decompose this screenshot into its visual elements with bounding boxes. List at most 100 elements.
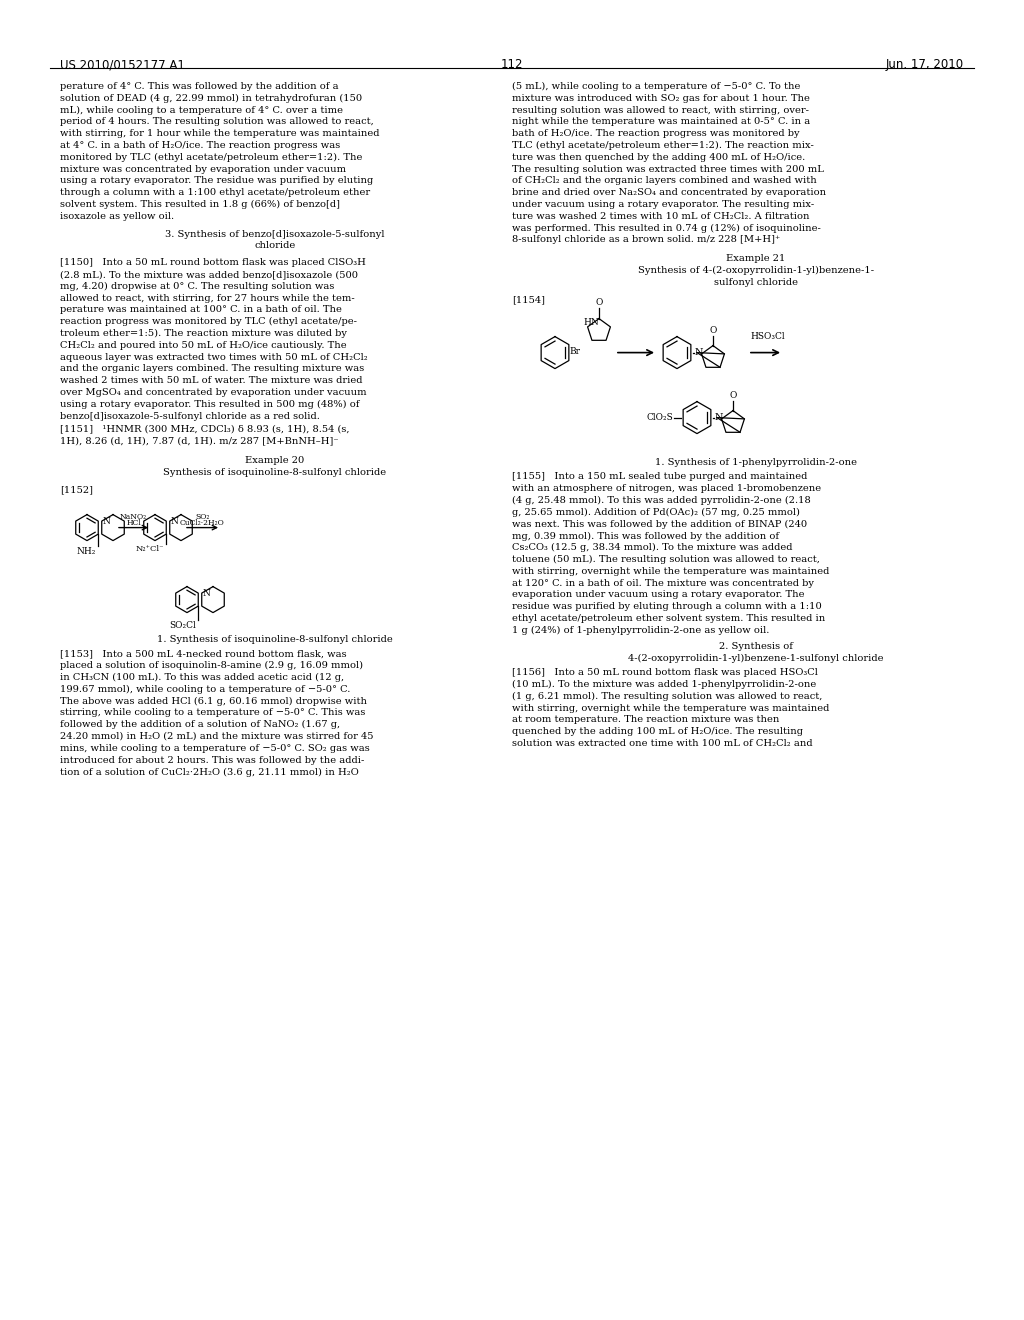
Text: washed 2 times with 50 mL of water. The mixture was dried: washed 2 times with 50 mL of water. The … [60,376,362,385]
Text: 1. Synthesis of isoquinoline-8-sulfonyl chloride: 1. Synthesis of isoquinoline-8-sulfonyl … [157,635,393,644]
Text: NH₂: NH₂ [77,546,96,556]
Text: over MgSO₄ and concentrated by evaporation under vacuum: over MgSO₄ and concentrated by evaporati… [60,388,367,397]
Text: under vacuum using a rotary evaporator. The resulting mix-: under vacuum using a rotary evaporator. … [512,201,814,209]
Text: 8-sulfonyl chloride as a brown solid. m/z 228 [M+H]⁺: 8-sulfonyl chloride as a brown solid. m/… [512,235,780,244]
Text: NaNO₂: NaNO₂ [120,512,147,520]
Text: 3. Synthesis of benzo[d]isoxazole-5-sulfonyl: 3. Synthesis of benzo[d]isoxazole-5-sulf… [165,230,385,239]
Text: [1154]: [1154] [512,296,545,305]
Text: HCl: HCl [126,519,141,527]
Text: ture was then quenched by the adding 400 mL of H₂O/ice.: ture was then quenched by the adding 400… [512,153,805,162]
Text: mixture was introduced with SO₂ gas for about 1 hour. The: mixture was introduced with SO₂ gas for … [512,94,810,103]
Text: toluene (50 mL). The resulting solution was allowed to react,: toluene (50 mL). The resulting solution … [512,554,820,564]
Text: N: N [715,413,724,422]
Text: with stirring, overnight while the temperature was maintained: with stirring, overnight while the tempe… [512,566,829,576]
Text: troleum ether=1:5). The reaction mixture was diluted by: troleum ether=1:5). The reaction mixture… [60,329,347,338]
Text: chloride: chloride [254,242,296,251]
Text: quenched by the adding 100 mL of H₂O/ice. The resulting: quenched by the adding 100 mL of H₂O/ice… [512,727,803,737]
Text: night while the temperature was maintained at 0-5° C. in a: night while the temperature was maintain… [512,117,810,127]
Text: using a rotary evaporator. This resulted in 500 mg (48%) of: using a rotary evaporator. This resulted… [60,400,359,409]
Text: (5 mL), while cooling to a temperature of −5-0° C. To the: (5 mL), while cooling to a temperature o… [512,82,801,91]
Text: benzo[d]isoxazole-5-sulfonyl chloride as a red solid.: benzo[d]isoxazole-5-sulfonyl chloride as… [60,412,319,421]
Text: perature was maintained at 100° C. in a bath of oil. The: perature was maintained at 100° C. in a … [60,305,342,314]
Text: with stirring, for 1 hour while the temperature was maintained: with stirring, for 1 hour while the temp… [60,129,380,139]
Text: O: O [595,297,603,306]
Text: SO₂Cl: SO₂Cl [170,622,197,630]
Text: CH₂Cl₂ and poured into 50 mL of H₂O/ice cautiously. The: CH₂Cl₂ and poured into 50 mL of H₂O/ice … [60,341,347,350]
Text: 1. Synthesis of 1-phenylpyrrolidin-2-one: 1. Synthesis of 1-phenylpyrrolidin-2-one [655,458,857,466]
Text: CuCl₂·2H₂O: CuCl₂·2H₂O [180,519,225,527]
Text: Example 20: Example 20 [246,455,304,465]
Text: HN: HN [583,318,599,327]
Text: mg, 0.39 mmol). This was followed by the addition of: mg, 0.39 mmol). This was followed by the… [512,532,779,540]
Text: with an atmosphere of nitrogen, was placed 1-bromobenzene: with an atmosphere of nitrogen, was plac… [512,484,821,494]
Text: period of 4 hours. The resulting solution was allowed to react,: period of 4 hours. The resulting solutio… [60,117,374,127]
Text: at 4° C. in a bath of H₂O/ice. The reaction progress was: at 4° C. in a bath of H₂O/ice. The react… [60,141,340,150]
Text: [1153]   Into a 500 mL 4-necked round bottom flask, was: [1153] Into a 500 mL 4-necked round bott… [60,649,347,659]
Text: [1151]   ¹HNMR (300 MHz, CDCl₃) δ 8.93 (s, 1H), 8.54 (s,: [1151] ¹HNMR (300 MHz, CDCl₃) δ 8.93 (s,… [60,425,349,433]
Text: solution of DEAD (4 g, 22.99 mmol) in tetrahydrofuran (150: solution of DEAD (4 g, 22.99 mmol) in te… [60,94,362,103]
Text: at 120° C. in a bath of oil. The mixture was concentrated by: at 120° C. in a bath of oil. The mixture… [512,578,814,587]
Text: reaction progress was monitored by TLC (ethyl acetate/pe-: reaction progress was monitored by TLC (… [60,317,357,326]
Text: mL), while cooling to a temperature of 4° C. over a time: mL), while cooling to a temperature of 4… [60,106,343,115]
Text: isoxazole as yellow oil.: isoxazole as yellow oil. [60,211,174,220]
Text: ture was washed 2 times with 10 mL of CH₂Cl₂. A filtration: ture was washed 2 times with 10 mL of CH… [512,211,810,220]
Text: was performed. This resulted in 0.74 g (12%) of isoquinoline-: was performed. This resulted in 0.74 g (… [512,223,821,232]
Text: 112: 112 [501,58,523,71]
Text: (2.8 mL). To the mixture was added benzo[d]isoxazole (500: (2.8 mL). To the mixture was added benzo… [60,271,358,279]
Text: g, 25.65 mmol). Addition of Pd(OAc)₂ (57 mg, 0.25 mmol): g, 25.65 mmol). Addition of Pd(OAc)₂ (57… [512,508,800,517]
Text: Synthesis of isoquinoline-8-sulfonyl chloride: Synthesis of isoquinoline-8-sulfonyl chl… [164,467,387,477]
Text: Synthesis of 4-(2-oxopyrrolidin-1-yl)benzene-1-: Synthesis of 4-(2-oxopyrrolidin-1-yl)ben… [638,267,874,275]
Text: Example 21: Example 21 [726,255,785,263]
Text: HSO₃Cl: HSO₃Cl [750,331,784,341]
Text: O: O [729,391,736,400]
Text: was next. This was followed by the addition of BINAP (240: was next. This was followed by the addit… [512,520,807,529]
Text: tion of a solution of CuCl₂·2H₂O (3.6 g, 21.11 mmol) in H₂O: tion of a solution of CuCl₂·2H₂O (3.6 g,… [60,767,358,776]
Text: residue was purified by eluting through a column with a 1:10: residue was purified by eluting through … [512,602,821,611]
Text: N: N [171,516,178,525]
Text: followed by the addition of a solution of NaNO₂ (1.67 g,: followed by the addition of a solution o… [60,721,340,730]
Text: perature of 4° C. This was followed by the addition of a: perature of 4° C. This was followed by t… [60,82,339,91]
Text: 1H), 8.26 (d, 1H), 7.87 (d, 1H). m/z 287 [M+BnNH–H]⁻: 1H), 8.26 (d, 1H), 7.87 (d, 1H). m/z 287… [60,436,339,445]
Text: ethyl acetate/petroleum ether solvent system. This resulted in: ethyl acetate/petroleum ether solvent sy… [512,614,825,623]
Text: [1155]   Into a 150 mL sealed tube purged and maintained: [1155] Into a 150 mL sealed tube purged … [512,473,807,482]
Text: allowed to react, with stirring, for 27 hours while the tem-: allowed to react, with stirring, for 27 … [60,293,354,302]
Text: placed a solution of isoquinolin-8-amine (2.9 g, 16.09 mmol): placed a solution of isoquinolin-8-amine… [60,661,364,671]
Text: ClO₂S: ClO₂S [646,413,673,422]
Text: 199.67 mmol), while cooling to a temperature of −5-0° C.: 199.67 mmol), while cooling to a tempera… [60,685,350,694]
Text: 1 g (24%) of 1-phenylpyrrolidin-2-one as yellow oil.: 1 g (24%) of 1-phenylpyrrolidin-2-one as… [512,626,769,635]
Text: solution was extracted one time with 100 mL of CH₂Cl₂ and: solution was extracted one time with 100… [512,739,813,748]
Text: brine and dried over Na₂SO₄ and concentrated by evaporation: brine and dried over Na₂SO₄ and concentr… [512,189,826,197]
Text: sulfonyl chloride: sulfonyl chloride [714,277,798,286]
Text: resulting solution was allowed to react, with stirring, over-: resulting solution was allowed to react,… [512,106,809,115]
Text: 2. Synthesis of: 2. Synthesis of [719,642,793,651]
Text: (4 g, 25.48 mmol). To this was added pyrrolidin-2-one (2.18: (4 g, 25.48 mmol). To this was added pyr… [512,496,811,506]
Text: (1 g, 6.21 mmol). The resulting solution was allowed to react,: (1 g, 6.21 mmol). The resulting solution… [512,692,822,701]
Text: 24.20 mmol) in H₂O (2 mL) and the mixture was stirred for 45: 24.20 mmol) in H₂O (2 mL) and the mixtur… [60,733,374,741]
Text: Jun. 17, 2010: Jun. 17, 2010 [886,58,964,71]
Text: monitored by TLC (ethyl acetate/petroleum ether=1:2). The: monitored by TLC (ethyl acetate/petroleu… [60,153,362,162]
Text: introduced for about 2 hours. This was followed by the addi-: introduced for about 2 hours. This was f… [60,755,365,764]
Text: Br: Br [570,347,581,355]
Text: mins, while cooling to a temperature of −5-0° C. SO₂ gas was: mins, while cooling to a temperature of … [60,743,370,752]
Text: bath of H₂O/ice. The reaction progress was monitored by: bath of H₂O/ice. The reaction progress w… [512,129,800,139]
Text: The above was added HCl (6.1 g, 60.16 mmol) dropwise with: The above was added HCl (6.1 g, 60.16 mm… [60,697,367,706]
Text: solvent system. This resulted in 1.8 g (66%) of benzo[d]: solvent system. This resulted in 1.8 g (… [60,201,340,209]
Text: of CH₂Cl₂ and the organic layers combined and washed with: of CH₂Cl₂ and the organic layers combine… [512,177,817,185]
Text: [1152]: [1152] [60,486,93,495]
Text: mixture was concentrated by evaporation under vacuum: mixture was concentrated by evaporation … [60,165,346,174]
Text: evaporation under vacuum using a rotary evaporator. The: evaporation under vacuum using a rotary … [512,590,805,599]
Text: TLC (ethyl acetate/petroleum ether=1:2). The reaction mix-: TLC (ethyl acetate/petroleum ether=1:2).… [512,141,814,150]
Text: in CH₃CN (100 mL). To this was added acetic acid (12 g,: in CH₃CN (100 mL). To this was added ace… [60,673,344,682]
Text: Cs₂CO₃ (12.5 g, 38.34 mmol). To the mixture was added: Cs₂CO₃ (12.5 g, 38.34 mmol). To the mixt… [512,544,793,552]
Text: stirring, while cooling to a temperature of −5-0° C. This was: stirring, while cooling to a temperature… [60,709,366,717]
Text: US 2010/0152177 A1: US 2010/0152177 A1 [60,58,185,71]
Text: SO₂: SO₂ [196,512,210,520]
Text: at room temperature. The reaction mixture was then: at room temperature. The reaction mixtur… [512,715,779,725]
Text: through a column with a 1:100 ethyl acetate/petroleum ether: through a column with a 1:100 ethyl acet… [60,189,370,197]
Text: using a rotary evaporator. The residue was purified by eluting: using a rotary evaporator. The residue w… [60,177,374,185]
Text: The resulting solution was extracted three times with 200 mL: The resulting solution was extracted thr… [512,165,824,174]
Text: N: N [102,516,111,525]
Text: O: O [710,326,717,334]
Text: mg, 4.20) dropwise at 0° C. The resulting solution was: mg, 4.20) dropwise at 0° C. The resultin… [60,281,335,290]
Text: 4-(2-oxopyrrolidin-1-yl)benzene-1-sulfonyl chloride: 4-(2-oxopyrrolidin-1-yl)benzene-1-sulfon… [629,653,884,663]
